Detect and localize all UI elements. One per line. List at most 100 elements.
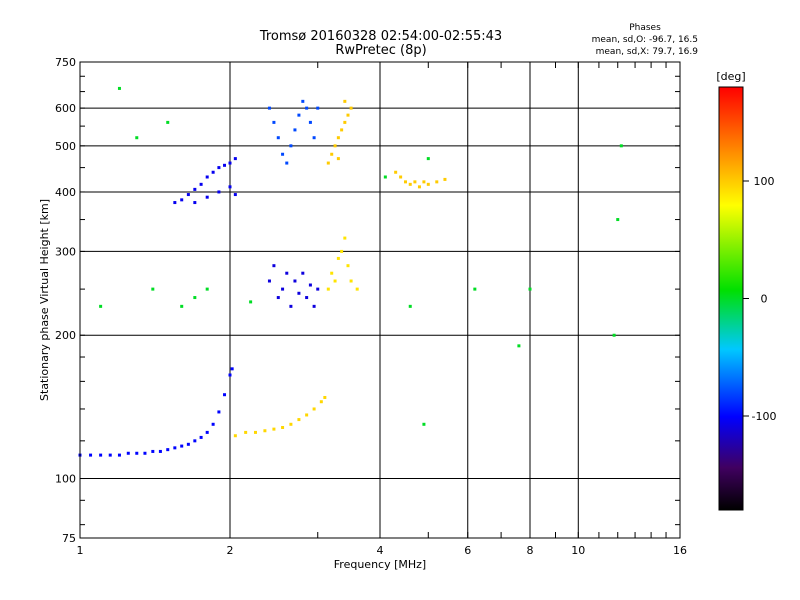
data-point [151,449,155,453]
data-point [343,236,347,240]
chart-title: Tromsø 20160328 02:54:00-02:55:43 [259,29,502,44]
data-point [99,453,103,457]
x-tick-label: 16 [673,544,687,557]
data-point [267,106,271,110]
data-point [297,291,301,295]
data-point [333,279,337,283]
y-tick-label: 75 [62,532,76,545]
data-point [223,393,227,397]
data-point [180,198,184,202]
data-point [205,430,209,434]
y-tick-label: 400 [55,186,76,199]
data-point [233,434,237,438]
data-point [616,218,620,222]
data-point [517,344,521,348]
data-point [228,161,232,165]
data-point [199,435,203,439]
x-axis: 1 2 4 6 8 10 16 [77,62,687,557]
y-tick-label: 100 [55,473,76,486]
stats-x-line: mean, sd,X: 79.7, 16.9 [596,47,699,57]
y-tick-label: 300 [55,245,76,258]
data-point [217,190,221,194]
data-point [158,449,162,453]
data-point [272,427,276,431]
data-point [408,182,412,186]
data-point [276,136,280,140]
data-point [349,279,353,283]
data-point [399,175,403,179]
data-point [217,410,221,414]
data-point [217,166,221,170]
data-point [443,177,447,181]
x-tick-label: 8 [527,544,534,557]
data-point [308,120,312,124]
x-tick-label: 1 [77,544,84,557]
data-point [326,287,330,291]
data-point [293,128,297,132]
data-point [308,283,312,287]
data-point [340,128,344,132]
stats-heading: Phases [629,23,661,33]
data-point [233,193,237,197]
data-point [330,271,334,275]
data-point [186,193,190,197]
data-point [403,180,407,184]
data-point [394,170,398,174]
data-point [108,453,112,457]
colorbar-tick-label: 0 [761,293,768,306]
data-point [422,422,426,426]
data-point [276,296,280,300]
colorbar-label: [deg] [716,70,745,83]
data-point [312,136,316,140]
data-point [305,413,309,417]
data-point [326,161,330,165]
data-point [612,333,616,337]
data-point [301,99,305,103]
data-point [117,453,121,457]
stats-o-line: mean, sd,O: -96.7, 16.5 [592,35,698,45]
data-point [297,418,301,422]
data-point [99,304,103,308]
data-point [330,152,334,156]
data-point [135,136,139,140]
data-point [89,453,93,457]
data-point [193,439,197,443]
data-point [417,185,421,189]
y-axis: 75 100 200 300 400 500 600 750 [55,56,680,545]
data-point [205,287,209,291]
y-axis-label: Stationary phase Virtual Height [km] [38,199,51,401]
data-point [230,367,234,371]
data-point [244,430,248,434]
y-tick-label: 200 [55,329,76,342]
data-point [223,163,227,167]
data-point [289,144,293,148]
data-point [285,271,289,275]
data-point [281,287,285,291]
data-point [316,287,320,291]
data-point [211,170,215,174]
data-point [340,249,344,253]
data-point [173,201,177,205]
data-point [312,304,316,308]
data-point [180,304,184,308]
data-point [205,175,209,179]
data-point [383,175,387,179]
data-point [253,430,257,434]
data-point [126,451,130,455]
data-point [289,422,293,426]
x-axis-label: Frequency [MHz] [334,558,426,571]
data-point [143,451,147,455]
data-point [333,144,337,148]
x-tick-label: 2 [227,544,234,557]
data-point [289,304,293,308]
data-point [186,442,190,446]
y-tick-label: 600 [55,102,76,115]
data-point [211,422,215,426]
data-point [319,400,323,404]
y-tick-label: 500 [55,140,76,153]
data-point [272,264,276,268]
data-point [193,187,197,191]
data-point [301,271,305,275]
data-point [281,152,285,156]
data-point [349,106,353,110]
